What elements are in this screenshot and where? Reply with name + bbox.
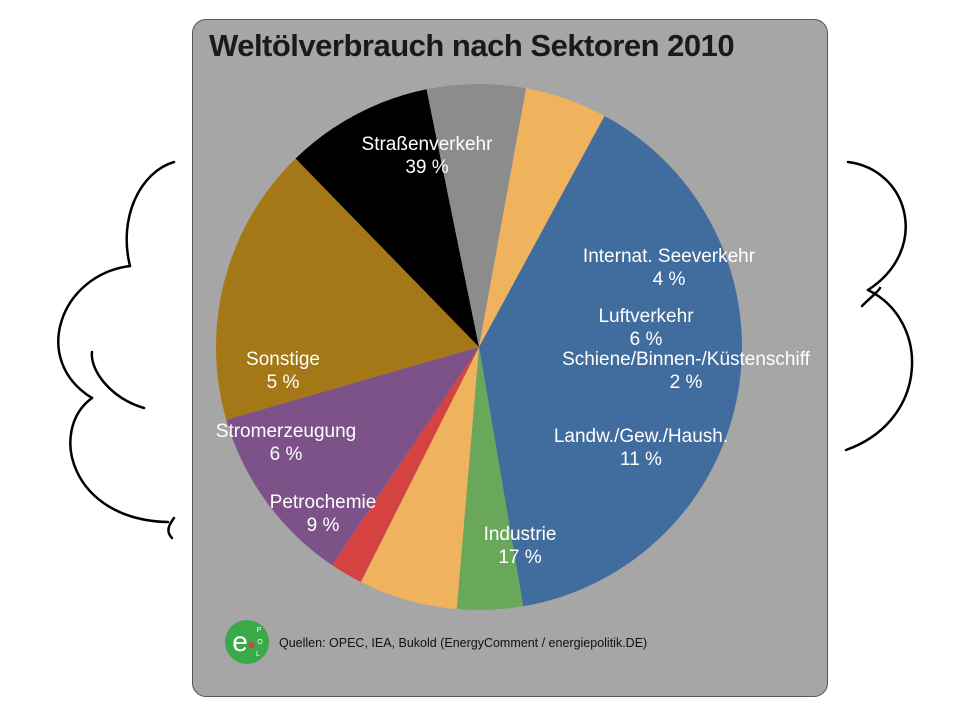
slice-name: Stromerzeugung [216, 421, 356, 442]
slice-value: 4 % [653, 269, 686, 290]
slice-name: Straßenverkehr [362, 134, 494, 155]
logo-letter: e [232, 626, 248, 657]
slice-label-9: Sonstige 5 % [246, 349, 320, 393]
pie-slice-5 [226, 347, 479, 566]
slice-label-6: Industrie 17 % [484, 524, 557, 568]
pie-slice-9 [479, 88, 605, 347]
slice-label-4: Schiene/Binnen-/Küstenschiff 2 % [562, 349, 811, 393]
source-note: Quellen: OPEC, IEA, Bukold (EnergyCommen… [279, 636, 648, 650]
pie-slice-4 [332, 347, 479, 582]
slice-value: 17 % [498, 547, 541, 568]
slice-label-3: Luftverkehr 6 % [598, 306, 694, 350]
slice-label-2: Internat. Seeverkehr 4 % [583, 246, 756, 290]
slice-value: 6 % [630, 329, 663, 350]
slice-name: Landw./Gew./Haush. [554, 426, 728, 447]
slice-value: 5 % [267, 372, 300, 393]
pie-slice-3 [360, 347, 479, 610]
svg-text:P: P [257, 627, 262, 634]
slice-value: 6 % [270, 444, 303, 465]
slice-name: Internat. Seeverkehr [583, 246, 756, 267]
slice-label-8: Stromerzeugung 6 % [216, 421, 356, 465]
slice-label-5: Landw./Gew./Haush. 11 % [554, 426, 728, 470]
slice-value: 9 % [307, 515, 340, 536]
pie-chart: Straßenverkehr 39 % Internat. Seeverkehr 4 … [216, 83, 811, 610]
slice-name: Industrie [484, 524, 557, 545]
slice-value: 39 % [405, 157, 448, 178]
chart-card: Weltölverbrauch nach Sektoren 2010 Straß… [192, 19, 828, 697]
slice-name: Schiene/Binnen-/Küstenschiff [562, 349, 811, 370]
svg-text:O: O [257, 639, 263, 646]
slice-label-7: Petrochemie 9 % [270, 492, 377, 536]
svg-text:L: L [256, 651, 260, 658]
pie-slice-6 [216, 158, 479, 420]
chart-title: Weltölverbrauch nach Sektoren 2010 [209, 28, 735, 63]
slice-value: 2 % [670, 372, 703, 393]
slice-name: Petrochemie [270, 492, 377, 513]
pie-slice-2 [456, 347, 524, 610]
slice-name: Luftverkehr [598, 306, 694, 327]
slice-label-1: Straßenverkehr 39 % [362, 134, 494, 178]
pie-slice-8 [426, 83, 527, 347]
pie-slice-7 [295, 89, 479, 347]
epol-logo: e P O L [225, 620, 269, 664]
pie-slice-1 [479, 115, 742, 607]
slice-name: Sonstige [246, 349, 320, 370]
slice-value: 11 % [620, 449, 662, 470]
